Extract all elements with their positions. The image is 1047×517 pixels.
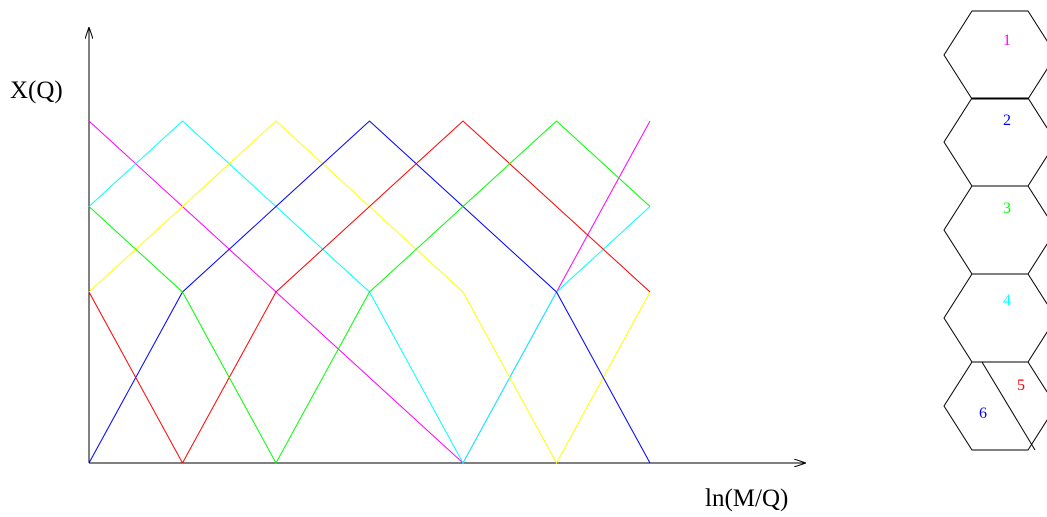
y-axis-label: X(Q) [10, 77, 63, 104]
x-axis-label: ln(M/Q) [705, 485, 788, 512]
hexagon-label-2: 2 [1003, 112, 1011, 129]
hexagon-4 [944, 274, 1047, 362]
hexagon-label-3: 3 [1003, 200, 1011, 217]
hexagon-2 [944, 98, 1047, 186]
hexagon-column: 1 2 3 4 5 6 [944, 11, 1047, 450]
hexagon-label-5: 5 [1017, 377, 1025, 394]
hexagon-label-1: 1 [1003, 32, 1011, 49]
hex-divider-line [982, 362, 1035, 450]
hexagon-3 [944, 186, 1047, 274]
series-line-6 [89, 121, 650, 463]
hexagon-label-6: 6 [979, 405, 987, 422]
hexagon-5 [944, 362, 1047, 450]
hexagon-label-4: 4 [1003, 292, 1011, 309]
hexagon-1 [944, 11, 1047, 99]
series-lines [89, 121, 650, 463]
